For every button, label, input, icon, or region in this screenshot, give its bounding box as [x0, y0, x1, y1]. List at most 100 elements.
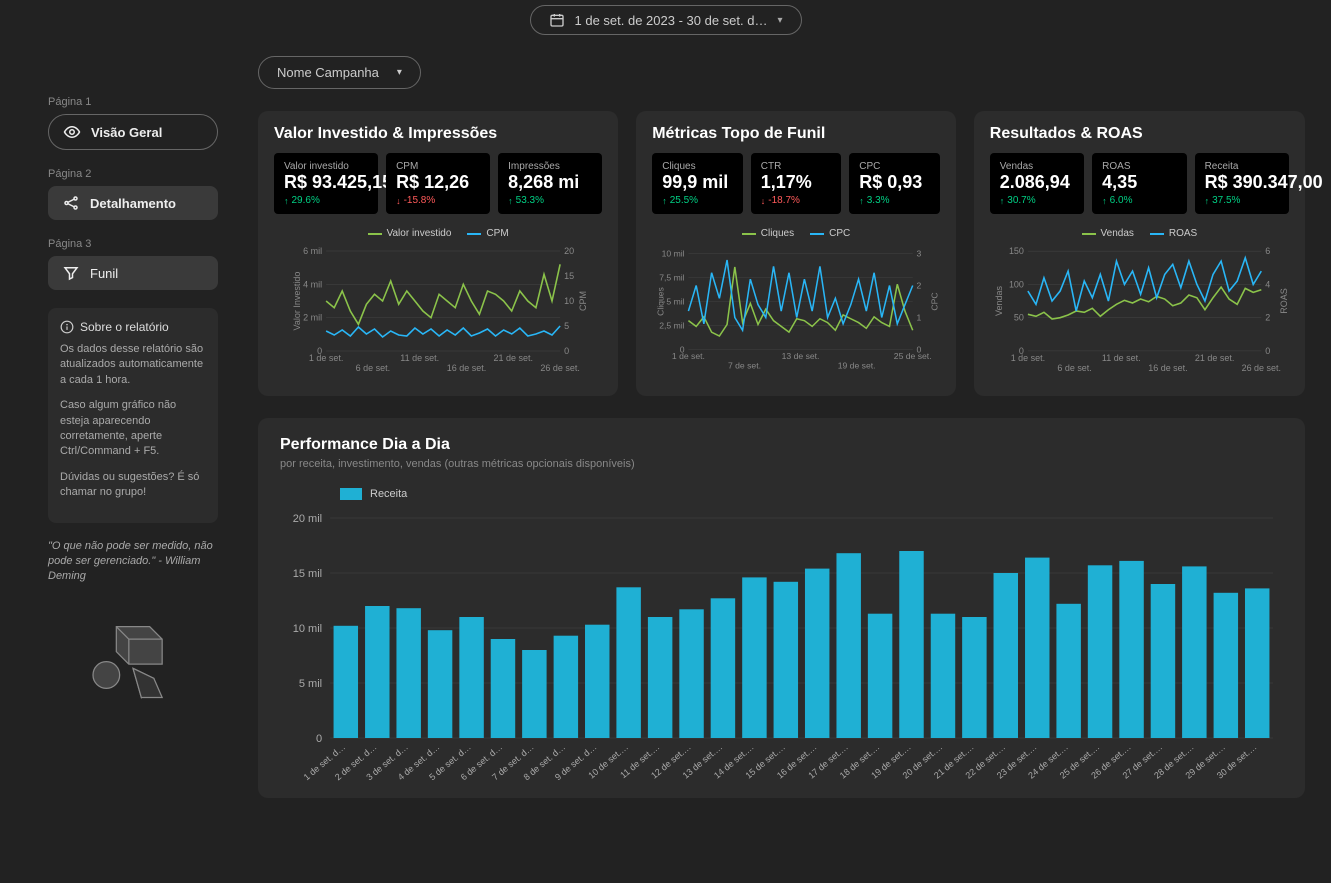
bar [836, 553, 860, 738]
campaign-label: Nome Campanha [277, 65, 379, 80]
kpi-label: CTR [761, 161, 832, 172]
kpi-delta: ↑25.5% [662, 195, 733, 206]
svg-text:0: 0 [1265, 346, 1270, 356]
kpi-delta: ↑29.6% [284, 195, 368, 206]
kpi-value: 99,9 mil [662, 172, 733, 193]
kpi-label: CPC [859, 161, 930, 172]
line-chart-svg: 02 mil4 mil6 mil051015201 de set.6 de se… [274, 243, 602, 383]
svg-text:0: 0 [316, 733, 322, 745]
svg-text:6 de set.: 6 de set. [1057, 363, 1091, 373]
bar [1214, 593, 1238, 738]
kpi-label: Receita [1205, 161, 1279, 172]
bar [711, 598, 735, 738]
kpi-tile: ROAS 4,35 ↑6.0% [1092, 153, 1186, 214]
share-icon [62, 194, 80, 212]
chevron-down-icon: ▾ [397, 67, 402, 78]
kpi-value: 1,17% [761, 172, 832, 193]
card-title: Resultados & ROAS [990, 125, 1289, 143]
kpi-row: Vendas 2.086,94 ↑30.7% ROAS 4,35 ↑6.0% R… [990, 153, 1289, 214]
campaign-selector[interactable]: Nome Campanha ▾ [258, 56, 421, 89]
svg-text:11 de set.: 11 de set. [1102, 353, 1141, 363]
bar [868, 614, 892, 738]
card-investido: Valor Investido & Impressões Valor inves… [258, 111, 618, 396]
bar [648, 617, 672, 738]
nav-visao-geral[interactable]: Visão Geral [48, 114, 218, 150]
svg-text:ROAS: ROAS [1279, 288, 1289, 313]
bar [1025, 558, 1049, 738]
kpi-delta: ↑6.0% [1102, 195, 1176, 206]
kpi-tile: Cliques 99,9 mil ↑25.5% [652, 153, 743, 214]
bar [522, 650, 546, 738]
mini-chart: Valor investido CPM 02 mil4 mil6 mil0510… [274, 228, 602, 386]
kpi-tile: Vendas 2.086,94 ↑30.7% [990, 153, 1084, 214]
bar [774, 582, 798, 738]
kpi-label: Vendas [1000, 161, 1074, 172]
sidebar-page-2: Página 2 Detalhamento [48, 168, 218, 220]
kpi-delta: ↑30.7% [1000, 195, 1074, 206]
kpi-delta: ↑3.3% [859, 195, 930, 206]
svg-text:5: 5 [564, 321, 569, 331]
sidebar: Página 1 Visão Geral Página 2 Detalhamen… [48, 96, 218, 705]
card-funil: Métricas Topo de Funil Cliques 99,9 mil … [636, 111, 956, 396]
bar [428, 630, 452, 738]
nav-label: Funil [90, 266, 118, 281]
svg-text:13 de set.: 13 de set. [782, 351, 820, 361]
perf-title: Performance Dia a Dia [280, 436, 1283, 454]
svg-text:Cliques: Cliques [656, 287, 666, 316]
svg-text:11 de set.: 11 de set. [400, 353, 439, 363]
svg-text:1: 1 [917, 312, 922, 322]
nav-funil[interactable]: Funil [48, 256, 218, 290]
info-p3: Dúvidas ou sugestões? É só chamar no gru… [60, 470, 206, 501]
nav-detalhamento[interactable]: Detalhamento [48, 186, 218, 220]
bar [1151, 584, 1175, 738]
bar [742, 577, 766, 738]
svg-text:15 mil: 15 mil [293, 568, 322, 580]
date-range-selector[interactable]: 1 de set. de 2023 - 30 de set. d… ▾ [530, 5, 802, 35]
svg-text:6 de set.: 6 de set. [356, 363, 391, 373]
bar [899, 551, 923, 738]
kpi-label: Cliques [662, 161, 733, 172]
date-range-text: 1 de set. de 2023 - 30 de set. d… [575, 13, 768, 28]
filter-icon [62, 264, 80, 282]
svg-text:16 de set.: 16 de set. [1148, 363, 1187, 373]
kpi-value: R$ 0,93 [859, 172, 930, 193]
info-p2: Caso algum gráfico não esteja aparecendo… [60, 398, 206, 460]
bar-legend: Receita [340, 488, 1283, 500]
svg-text:26 de set.: 26 de set. [1241, 363, 1280, 373]
kpi-delta: ↑37.5% [1205, 195, 1279, 206]
kpi-tile: Valor investido R$ 93.425,15 ↑29.6% [274, 153, 378, 214]
line-chart-svg: 05010015002461 de set.6 de set.11 de set… [990, 243, 1289, 383]
sidebar-page-1: Página 1 Visão Geral [48, 96, 218, 150]
svg-text:21 de set.: 21 de set. [494, 353, 534, 363]
nav-label: Detalhamento [90, 196, 176, 211]
mini-chart: Cliques CPC 02,5 mil5 mil7,5 mil10 mil01… [652, 228, 940, 386]
kpi-tile: CTR 1,17% ↓-18.7% [751, 153, 842, 214]
bar [1119, 561, 1143, 738]
svg-text:6: 6 [1265, 246, 1270, 256]
svg-text:CPC: CPC [930, 292, 940, 310]
bar [396, 608, 420, 738]
kpi-row: Valor investido R$ 93.425,15 ↑29.6% CPM … [274, 153, 602, 214]
kpi-label: Valor investido [284, 161, 368, 172]
svg-text:10 mil: 10 mil [662, 248, 685, 258]
svg-text:16 de set.: 16 de set. [447, 363, 487, 373]
kpi-cards-row: Valor Investido & Impressões Valor inves… [258, 111, 1305, 396]
svg-text:7,5 mil: 7,5 mil [659, 272, 684, 282]
card-title: Valor Investido & Impressões [274, 125, 602, 143]
svg-text:2: 2 [1265, 313, 1270, 323]
chevron-down-icon: ▾ [777, 15, 782, 26]
topbar: 1 de set. de 2023 - 30 de set. d… ▾ [0, 0, 1331, 40]
kpi-row: Cliques 99,9 mil ↑25.5% CTR 1,17% ↓-18.7… [652, 153, 940, 214]
svg-text:26 de set.: 26 de set. [540, 363, 580, 373]
kpi-tile: Impressões 8,268 mi ↑53.3% [498, 153, 602, 214]
svg-text:5 mil: 5 mil [299, 678, 322, 690]
svg-text:6 mil: 6 mil [303, 246, 322, 256]
svg-text:100: 100 [1009, 279, 1024, 289]
bar [1245, 588, 1269, 738]
mini-chart: Vendas ROAS 05010015002461 de set.6 de s… [990, 228, 1289, 386]
svg-text:20: 20 [564, 246, 574, 256]
main-content: Nome Campanha ▾ Valor Investido & Impres… [258, 56, 1305, 798]
svg-text:3: 3 [917, 248, 922, 258]
bar [491, 639, 515, 738]
bar [1088, 565, 1112, 738]
